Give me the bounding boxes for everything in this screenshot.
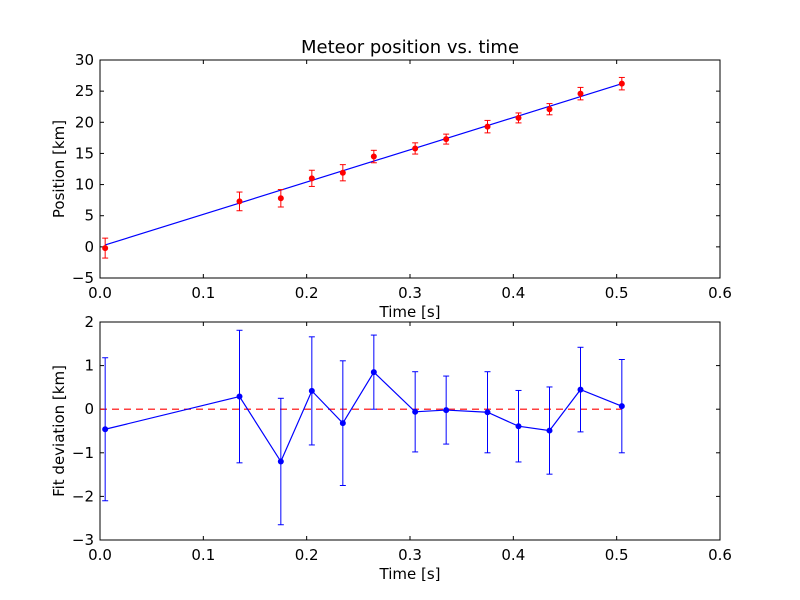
x-tick-label: 0.2 (295, 284, 319, 302)
data-point (277, 458, 284, 465)
x-tick-label: 0.0 (88, 546, 112, 564)
data-point (515, 423, 522, 430)
x-tick-label: 0.6 (708, 284, 732, 302)
data-point (443, 407, 450, 414)
x-tick-label: 0.3 (398, 546, 422, 564)
y-tick-label: 2 (84, 313, 94, 331)
x-tick-label: 0.5 (605, 546, 629, 564)
axes-frame (99, 321, 721, 541)
y-tick-label: −2 (72, 487, 94, 505)
x-tick-label: 0.3 (398, 284, 422, 302)
y-tick-label: −5 (72, 269, 94, 287)
x-tick-label: 0.4 (501, 284, 525, 302)
data-point (339, 420, 346, 427)
y-tick-label: 1 (84, 357, 94, 375)
fit-line (104, 83, 623, 246)
chart-title: Meteor position vs. time (301, 37, 519, 58)
data-point (412, 145, 419, 152)
data-point (577, 386, 584, 393)
data-point (618, 403, 625, 410)
data-point (618, 80, 625, 87)
y-axis-label: Fit deviation [km] (50, 365, 68, 497)
y-tick-label: 15 (75, 144, 94, 162)
x-axis-label: Time [s] (379, 303, 441, 321)
position-plot: 0.0 0.1 0.2 0.3 0.4 0.5 0.6 −5 0 5 10 15 20 25 30 Time … (50, 37, 732, 321)
y-tick-label: 0 (84, 238, 94, 256)
data-point (484, 123, 491, 130)
y-tick-label: −1 (72, 444, 94, 462)
y-tick-label: 0 (84, 400, 94, 418)
axes-frame (99, 59, 721, 279)
y-tick-label: −3 (72, 531, 94, 549)
x-tick-label: 0.2 (295, 546, 319, 564)
data-point (102, 426, 109, 433)
y-tick-label: 10 (75, 176, 94, 194)
data-point (412, 408, 419, 415)
x-axis-label: Time [s] (379, 565, 441, 583)
y-tick-label: 30 (75, 51, 94, 69)
data-point (236, 393, 243, 400)
data-point (277, 195, 284, 202)
y-tick-label: 20 (75, 113, 94, 131)
x-tick-label: 0.0 (88, 284, 112, 302)
y-tick-label: 25 (75, 82, 94, 100)
x-tick-label: 0.4 (501, 546, 525, 564)
data-point (484, 409, 491, 416)
data-point (577, 90, 584, 97)
data-point (339, 169, 346, 176)
data-point (236, 198, 243, 205)
y-axis-label: Position [km] (50, 120, 68, 218)
x-tick-label: 0.5 (605, 284, 629, 302)
data-point (308, 387, 315, 394)
data-point (546, 427, 553, 434)
data-point (308, 175, 315, 182)
x-tick-label: 0.1 (191, 284, 215, 302)
data-point (515, 114, 522, 121)
data-point (102, 245, 109, 252)
x-tick-label: 0.1 (191, 546, 215, 564)
deviation-plot: 0.0 0.1 0.2 0.3 0.4 0.5 0.6 −3 −2 −1 0 1 2 Time [s] Fi… (50, 313, 732, 583)
x-tick-label: 0.6 (708, 546, 732, 564)
data-point (370, 369, 377, 376)
data-point (443, 136, 450, 143)
data-point (370, 153, 377, 160)
y-tick-label: 5 (84, 207, 94, 225)
data-point (546, 106, 553, 113)
